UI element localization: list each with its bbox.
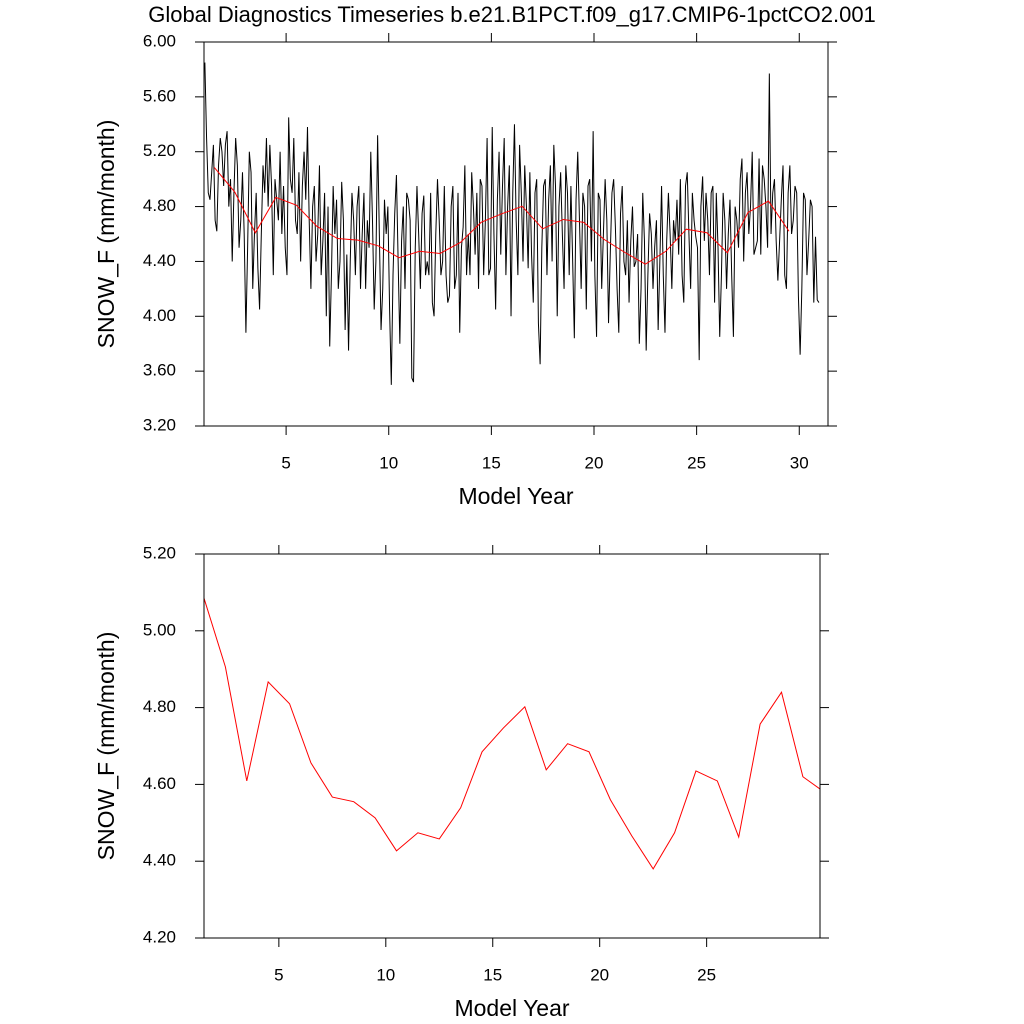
x-tick-label: 30	[790, 453, 809, 472]
y-tick-label: 3.60	[143, 361, 176, 380]
y-tick-label: 4.80	[143, 697, 176, 716]
x-tick-label: 15	[483, 965, 502, 984]
y-tick-label: 6.00	[143, 31, 176, 50]
y-tick-label: 5.20	[143, 141, 176, 160]
plot-frame	[203, 41, 829, 427]
data-line	[204, 598, 820, 870]
x-tick-label: 20	[585, 453, 604, 472]
x-tick-label: 25	[687, 453, 706, 472]
y-tick-label: 3.20	[143, 415, 176, 434]
x-axis-title: Model Year	[458, 483, 573, 509]
y-tick-label: 4.40	[143, 251, 176, 270]
x-tick-label: 10	[379, 453, 398, 472]
plot-area	[204, 62, 820, 385]
y-tick-label: 5.00	[143, 620, 176, 639]
y-tick-label: 4.00	[143, 306, 176, 325]
x-axis-title: Model Year	[454, 995, 569, 1021]
data-line	[213, 167, 790, 265]
x-tick-label: 15	[482, 453, 501, 472]
y-tick-label: 4.40	[143, 851, 176, 870]
x-tick-label: 20	[590, 965, 609, 984]
y-tick-label: 5.20	[143, 543, 176, 562]
plot-frame	[203, 553, 821, 939]
chart-title: Global Diagnostics Timeseries b.e21.B1PC…	[148, 2, 876, 27]
data-line	[204, 62, 820, 385]
x-tick-label: 5	[281, 453, 290, 472]
y-tick-label: 4.80	[143, 196, 176, 215]
x-tick-label: 25	[697, 965, 716, 984]
y-tick-label: 4.60	[143, 774, 176, 793]
y-axis-title: SNOW_F (mm/month)	[93, 632, 119, 861]
y-tick-label: 4.20	[143, 927, 176, 946]
y-tick-label: 5.60	[143, 86, 176, 105]
x-tick-label: 5	[274, 965, 283, 984]
x-tick-label: 10	[376, 965, 395, 984]
plot-area	[204, 598, 820, 870]
y-axis-title: SNOW_F (mm/month)	[93, 120, 119, 349]
